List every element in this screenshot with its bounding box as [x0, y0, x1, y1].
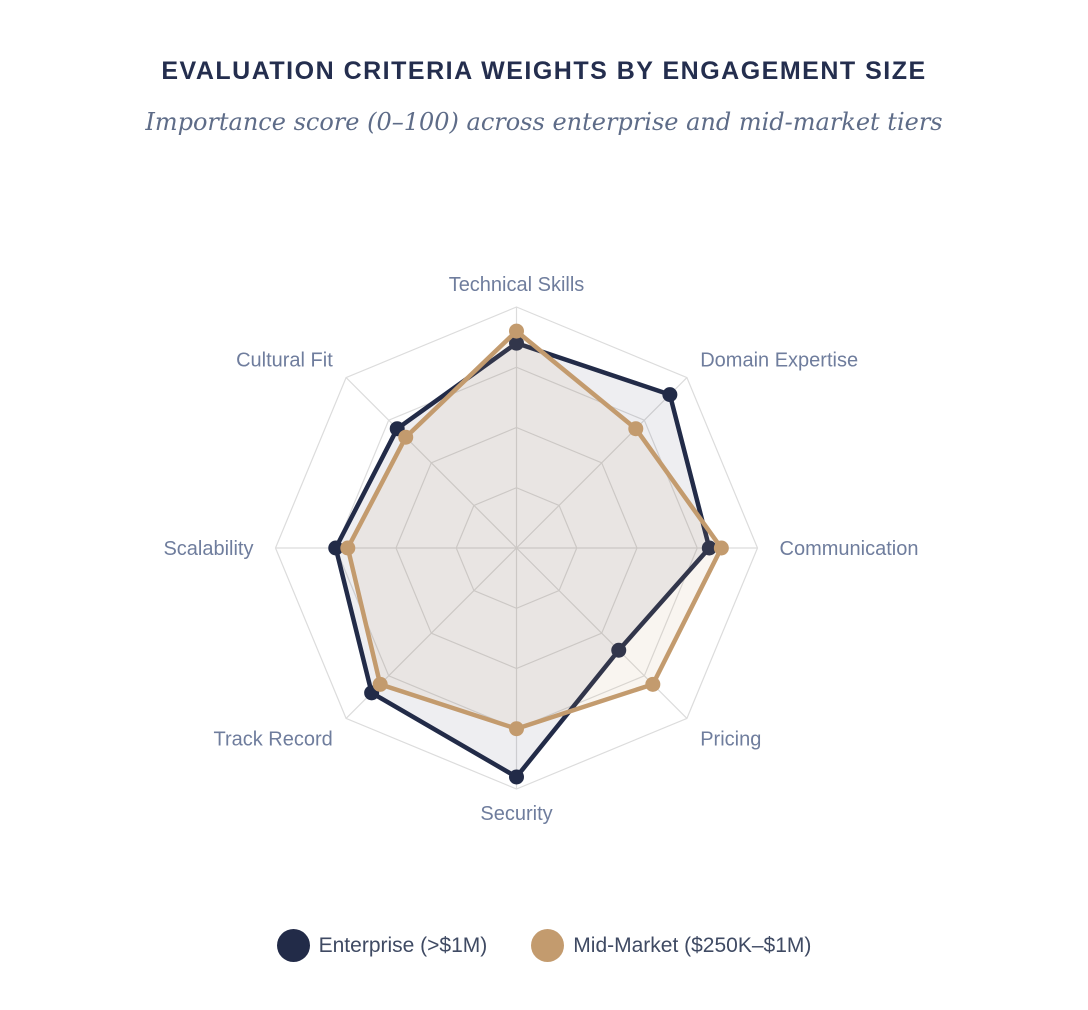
- axis-spoke-pricing: [516, 547, 688, 719]
- data-point-enterprise-1m-scalability[interactable]: [328, 540, 344, 556]
- axis-label-cultural-fit: Cultural Fit: [236, 349, 333, 371]
- data-point-enterprise-1m-communication[interactable]: [701, 540, 717, 556]
- data-point-mid-market-250k-1m-cultural-fit[interactable]: [398, 429, 414, 445]
- axis-label-pricing: Pricing: [700, 729, 761, 751]
- axis-spoke-cultural-fit: [345, 377, 517, 549]
- legend-item-mid-market-250k-1m[interactable]: Mid-Market ($250K–$1M): [531, 929, 811, 962]
- data-point-mid-market-250k-1m-pricing[interactable]: [645, 676, 661, 692]
- chart-legend: Enterprise (>$1M) Mid-Market ($250K–$1M): [0, 929, 1088, 962]
- data-point-enterprise-1m-technical-skills[interactable]: [509, 335, 524, 351]
- chart-subtitle: Importance score (0–100) across enterpri…: [145, 108, 943, 136]
- legend-swatch-enterprise-1m: [276, 929, 310, 962]
- data-point-mid-market-250k-1m-domain-expertise[interactable]: [628, 421, 644, 437]
- series-area-enterprise-1m: [335, 343, 710, 777]
- axis-label-security: Security: [480, 803, 552, 825]
- axis-label-track-record: Track Record: [213, 729, 332, 751]
- data-point-enterprise-1m-pricing[interactable]: [611, 642, 627, 658]
- legend-item-enterprise-1m[interactable]: Enterprise (>$1M): [276, 929, 488, 962]
- axis-label-domain-expertise: Domain Expertise: [700, 349, 858, 371]
- chart-title: EVALUATION CRITERIA WEIGHTS BY ENGAGEMEN…: [161, 57, 927, 85]
- axis-label-communication: Communication: [780, 538, 919, 560]
- series-area-mid-market-250k-1m: [347, 331, 722, 729]
- axis-label-technical-skills: Technical Skills: [449, 274, 585, 296]
- data-point-enterprise-1m-domain-expertise[interactable]: [662, 387, 678, 403]
- axis-spoke-domain-expertise: [516, 377, 688, 549]
- data-point-mid-market-250k-1m-security[interactable]: [509, 721, 524, 737]
- legend-label-mid-market-250k-1m: Mid-Market ($250K–$1M): [573, 933, 812, 957]
- legend-label-enterprise-1m: Enterprise (>$1M): [318, 933, 488, 957]
- data-point-enterprise-1m-security[interactable]: [509, 769, 524, 785]
- data-point-mid-market-250k-1m-track-record[interactable]: [372, 676, 388, 692]
- data-point-mid-market-250k-1m-scalability[interactable]: [340, 540, 356, 556]
- data-point-mid-market-250k-1m-technical-skills[interactable]: [509, 323, 524, 339]
- axis-label-scalability: Scalability: [163, 538, 253, 560]
- data-point-mid-market-250k-1m-communication[interactable]: [713, 540, 729, 556]
- legend-swatch-mid-market-250k-1m: [531, 929, 565, 962]
